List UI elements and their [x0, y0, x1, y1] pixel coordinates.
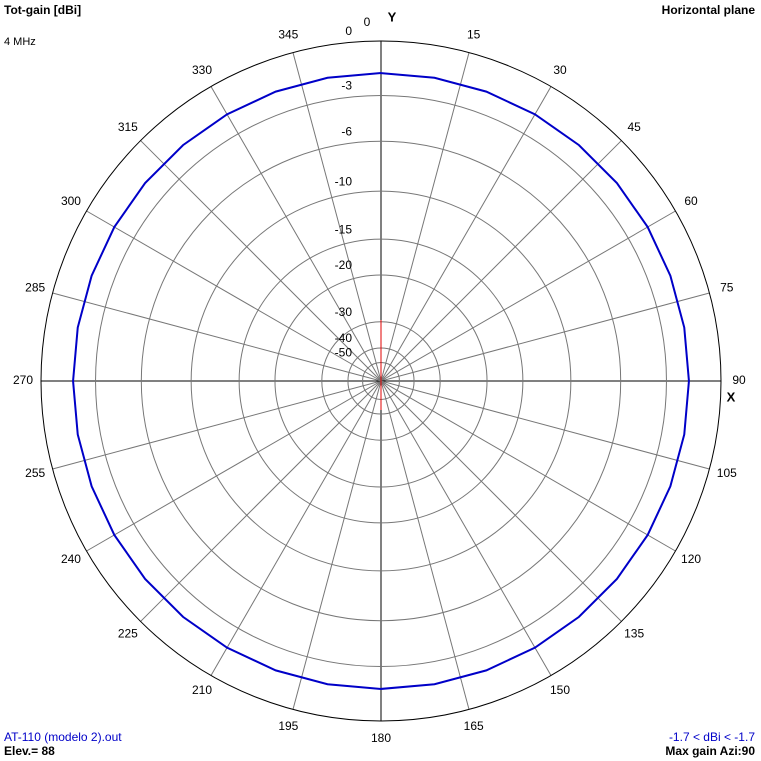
ring-label: -3 [341, 79, 352, 93]
spoke [380, 380, 676, 552]
ring-label: -6 [341, 124, 352, 138]
ring [40, 40, 722, 722]
ring-label: -30 [335, 305, 353, 319]
angle-label: 315 [118, 120, 138, 134]
ring [238, 238, 524, 524]
spoke [380, 380, 710, 470]
angle-label: 330 [192, 63, 212, 77]
pattern-line [72, 72, 690, 690]
spoke [380, 52, 470, 382]
angle-label: 180 [371, 731, 391, 745]
angle-label: 105 [717, 466, 737, 480]
chart-title: Tot-gain [dBi] [4, 3, 81, 17]
ring-label: -20 [335, 258, 353, 272]
spoke [210, 86, 382, 382]
spoke [380, 380, 552, 676]
spoke [292, 52, 382, 382]
gain-range: -1.7 < dBi < -1.7 [669, 730, 755, 744]
plane: Horizontal plane [662, 3, 756, 17]
ring [140, 140, 622, 622]
angle-label: 90 [732, 373, 746, 387]
ring-label: -40 [335, 331, 353, 345]
max-gain: Max gain Azi:90 [665, 744, 755, 758]
angle-label: 60 [684, 194, 698, 208]
spoke [210, 380, 382, 676]
spoke [380, 380, 622, 622]
elevation: Elev.= 88 [4, 744, 55, 758]
angle-label: 255 [25, 466, 45, 480]
spoke [140, 140, 382, 382]
angle-label: 240 [61, 552, 81, 566]
angle-label: 120 [681, 552, 701, 566]
spoke [140, 380, 382, 622]
angle-label: 345 [278, 27, 298, 41]
spoke [380, 292, 710, 382]
angle-label: 210 [192, 683, 212, 697]
ring [190, 190, 572, 572]
angle-label: 0 [364, 15, 371, 29]
file-name: AT-110 (modelo 2).out [4, 730, 122, 744]
ring [95, 95, 667, 667]
angle-label: 15 [467, 27, 481, 41]
spoke [86, 210, 382, 382]
ring-label: 0 [345, 24, 352, 38]
ring-label: -50 [335, 346, 353, 360]
angle-label: 285 [25, 281, 45, 295]
spoke [52, 380, 382, 470]
ring-label: -15 [335, 222, 353, 236]
angle-label: 300 [61, 194, 81, 208]
angle-label: 225 [118, 626, 138, 640]
angle-label: 135 [624, 626, 644, 640]
spoke [380, 380, 470, 710]
angle-label: 270 [13, 373, 33, 387]
spoke [380, 210, 676, 382]
angle-label: 45 [627, 120, 641, 134]
angle-label: 165 [464, 719, 484, 733]
angle-label: 75 [720, 281, 734, 295]
angle-label: 195 [278, 719, 298, 733]
spoke [380, 86, 552, 382]
ring [274, 274, 488, 488]
grid [40, 40, 722, 722]
ring-label: -10 [335, 174, 353, 188]
spoke [292, 380, 382, 710]
angle-label: 30 [553, 63, 567, 77]
spoke [380, 140, 622, 382]
y-axis-label: Y [388, 9, 397, 24]
angle-label: 150 [550, 683, 570, 697]
x-axis-label: X [727, 389, 736, 404]
spoke [52, 292, 382, 382]
frequency: 4 MHz [4, 36, 36, 48]
spoke [86, 380, 382, 552]
